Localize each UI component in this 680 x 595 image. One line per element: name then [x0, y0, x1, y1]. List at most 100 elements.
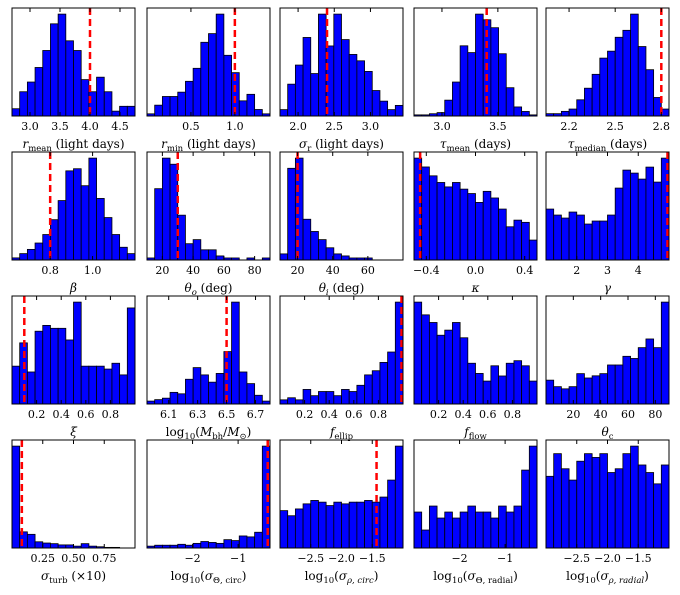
panel-f-ellip: 0.2 0.4 0.6 0.8 fellip: [279, 295, 404, 442]
bar: [185, 243, 194, 260]
bar: [660, 464, 669, 548]
x-axis-label: ξ: [70, 425, 78, 439]
bar: [568, 211, 578, 260]
tick-label: −2.0: [594, 552, 621, 565]
tick-label: −2.5: [563, 552, 590, 565]
panel-theta-i: 20 40 60 θi (deg): [279, 151, 404, 298]
bar: [318, 13, 327, 116]
bar: [482, 190, 492, 260]
bar: [302, 218, 312, 260]
bar: [310, 73, 319, 116]
bar: [294, 157, 304, 260]
bar: [65, 170, 74, 260]
bars-r-min: [147, 13, 270, 116]
bar: [599, 220, 608, 260]
bar: [246, 383, 256, 404]
bar: [215, 13, 225, 116]
tick-label: 0.2: [430, 408, 448, 421]
bar: [513, 505, 523, 548]
bar: [637, 347, 647, 404]
bar: [73, 50, 82, 116]
x-axis-label: γ: [604, 281, 612, 295]
bar: [599, 373, 608, 404]
bar: [192, 239, 202, 260]
bar: [356, 384, 365, 404]
bar: [254, 109, 263, 116]
bar: [333, 501, 342, 548]
bar: [119, 105, 128, 116]
bar: [26, 533, 36, 548]
tick-label: 0.8: [370, 408, 388, 421]
bar: [294, 508, 304, 548]
bar: [421, 529, 430, 548]
panel-kappa: −0.4 0.0 0.4 κ: [413, 151, 538, 295]
bars-log-sigma-theta-circ: [147, 445, 270, 548]
bar: [111, 234, 121, 260]
tick-label: 6.3: [189, 408, 207, 421]
bar: [200, 41, 209, 116]
bar: [302, 503, 312, 548]
bar: [348, 391, 358, 404]
bars-theta-c: [546, 301, 669, 404]
bar: [607, 472, 616, 548]
bar: [192, 542, 202, 548]
bar: [607, 364, 616, 404]
tick-label: 2.0: [289, 120, 307, 133]
axes-frame: [413, 295, 538, 405]
bar: [200, 249, 209, 260]
bar: [505, 87, 515, 116]
bar: [653, 181, 662, 260]
tick-label: 60: [217, 264, 231, 277]
bar: [238, 371, 248, 404]
tick-label: 6.1: [160, 408, 178, 421]
bar: [80, 365, 90, 404]
x-axis-label: log10(Mbh/M⊙): [166, 425, 252, 442]
bar: [428, 505, 438, 548]
tick-label: 0.6: [345, 408, 363, 421]
tick-label: 3: [604, 264, 611, 277]
tick-label: 3.0: [362, 120, 380, 133]
bar: [231, 301, 240, 404]
bar: [379, 496, 389, 548]
bar: [287, 83, 296, 116]
bar: [560, 110, 570, 116]
tick-label: 3.0: [21, 120, 39, 133]
panel-f-flow: 0.2 0.4 0.6 0.8 fflow: [413, 295, 538, 442]
bar: [57, 13, 67, 116]
bar: [653, 483, 662, 548]
bar: [584, 453, 593, 548]
bar: [490, 517, 499, 548]
bar: [498, 208, 507, 260]
tick-label: 2: [573, 264, 580, 277]
bar: [560, 217, 570, 260]
axes-frame: [279, 151, 404, 261]
bar: [622, 169, 631, 260]
bar: [576, 373, 585, 404]
bar: [119, 374, 128, 404]
bar: [505, 226, 515, 260]
bar: [467, 193, 476, 260]
panel-sigma-turb: 0.25 0.50 0.75 σturb (×10): [11, 439, 136, 586]
bar: [546, 208, 555, 260]
bar: [103, 91, 113, 116]
bar: [660, 301, 669, 404]
bar: [653, 347, 662, 404]
axes-frame: [146, 151, 271, 261]
tick-label: 0.0: [467, 264, 485, 277]
bar: [356, 60, 365, 116]
bar: [637, 464, 647, 548]
bar: [553, 386, 562, 404]
axes-frame: [545, 295, 670, 405]
bar: [444, 511, 453, 548]
bar: [364, 374, 373, 404]
bar: [614, 36, 624, 116]
bar: [459, 188, 469, 260]
bar: [513, 106, 523, 116]
bar: [622, 29, 631, 116]
bar: [505, 511, 515, 548]
bar: [280, 399, 289, 404]
bar: [325, 505, 335, 548]
bar: [452, 81, 461, 116]
tick-label: 3.0: [433, 120, 451, 133]
bar: [287, 397, 296, 404]
